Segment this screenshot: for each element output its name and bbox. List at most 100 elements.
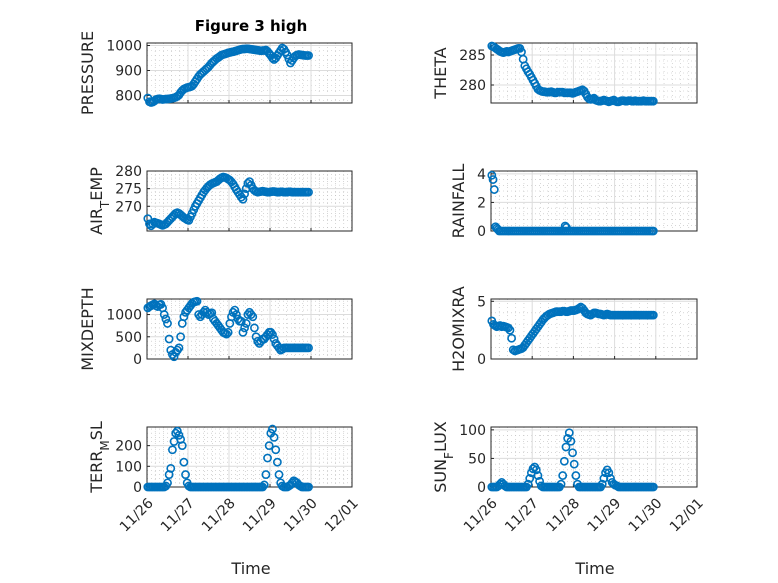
y-axis-label: PRESSURE: [78, 31, 97, 115]
y-tick-label: 280: [115, 164, 142, 180]
y-axis-label: SUNFLUX: [431, 421, 456, 493]
data-point: [304, 343, 313, 353]
data-point: [272, 457, 282, 467]
data-point: [163, 478, 172, 488]
y-tick-label: 275: [115, 182, 142, 198]
subplot-5: 0 5 H2OMIXRA: [449, 286, 698, 372]
subplot-4: 0 500 1000 MIXDEPTH: [78, 287, 353, 371]
data-point: [143, 214, 153, 224]
x-tick-label: 11/29: [240, 495, 280, 535]
y-axis-label: RAINFALL: [449, 164, 468, 239]
data-point: [181, 470, 190, 479]
y-tick-label: 0: [477, 480, 486, 496]
data-point: [556, 479, 566, 489]
data-point: [159, 310, 169, 319]
y-axis-label-rest: LUX: [431, 421, 450, 452]
data-point: [168, 445, 177, 455]
axes-box: [146, 298, 353, 360]
axes-box: [490, 298, 698, 360]
x-tick-label: 11/27: [158, 495, 198, 535]
data-point: [560, 221, 570, 231]
y-tick-label: 5: [477, 294, 486, 310]
subplot-3: 0 2 4 RAINFALL: [449, 164, 698, 240]
y-tick-label: 100: [459, 423, 486, 439]
data-point: [172, 345, 182, 355]
data-point: [648, 310, 658, 320]
y-axis-label-main: SUN: [431, 459, 450, 493]
data-point: [174, 430, 184, 440]
y-axis-label-subscript: M: [98, 440, 112, 450]
x-tick-label: 11/28: [199, 495, 239, 535]
data-point: [263, 453, 272, 463]
data-point: [240, 323, 249, 333]
data-point: [533, 471, 543, 480]
y-tick-label: 1000: [106, 308, 142, 324]
data-point: [274, 470, 284, 479]
x-axis-label-right: Time: [574, 559, 614, 578]
data-point: [176, 332, 186, 342]
data-point: [240, 189, 249, 199]
y-axis-label-main: MIXDEPTH: [78, 287, 97, 370]
y-tick-label: 500: [115, 330, 142, 346]
data-point: [248, 312, 258, 322]
data-point: [569, 459, 579, 469]
data-point: [169, 352, 179, 362]
data-point: [507, 333, 516, 343]
data-point: [261, 470, 271, 479]
y-tick-label: 0: [133, 352, 142, 368]
y-axis-label-main: H2OMIXRA: [449, 286, 468, 372]
data-point: [648, 226, 658, 236]
data-point: [561, 223, 571, 232]
x-axis-label-left: Time: [230, 559, 270, 578]
axes-box: [490, 170, 698, 232]
data-point: [489, 185, 499, 194]
y-axis-label: TERRMSL: [87, 421, 112, 494]
data-point: [163, 319, 172, 328]
y-axis-label-main: AIR: [87, 208, 106, 235]
y-tick-label: 900: [115, 64, 142, 80]
y-axis-label-subscript: F: [442, 452, 456, 459]
data-point: [258, 482, 268, 492]
axes-box: [146, 42, 353, 104]
y-axis-label: MIXDEPTH: [78, 287, 97, 370]
x-tick-label: 11/29: [585, 495, 625, 535]
y-tick-label: 0: [477, 352, 486, 368]
data-point: [231, 310, 241, 319]
data-point: [304, 482, 313, 492]
data-point: [259, 480, 269, 490]
y-tick-label: 280: [459, 78, 486, 94]
y-tick-label: 2: [477, 195, 486, 211]
data-point: [604, 468, 614, 478]
data-point: [269, 432, 279, 442]
data-point: [223, 327, 233, 337]
data-point: [236, 316, 246, 326]
data-point: [174, 343, 184, 353]
data-point: [648, 96, 658, 106]
y-tick-label: 0: [477, 224, 486, 240]
data-point: [246, 310, 256, 319]
y-axis-label: H2OMIXRA: [449, 286, 468, 372]
data-point: [564, 428, 574, 438]
data-point: [238, 327, 248, 337]
data-point: [271, 445, 281, 455]
data-point: [531, 465, 541, 475]
data-point: [241, 319, 251, 328]
y-axis-label: THETA: [431, 47, 450, 99]
y-tick-label: 1000: [106, 39, 142, 55]
x-tick-label: 11/26: [117, 495, 157, 535]
y-tick-label: 270: [115, 199, 142, 215]
data-point: [164, 334, 174, 344]
data-point: [268, 53, 277, 63]
y-tick-label: 4: [477, 167, 486, 183]
data-point: [243, 310, 253, 319]
data-point: [597, 479, 607, 489]
data-point: [523, 479, 533, 489]
data-point: [566, 436, 576, 446]
x-tick-label: 11/30: [281, 495, 321, 535]
subplot-6: 0 100 200 11/26 11/27 11/28 11/29 11/30 12/01 TER…: [87, 421, 362, 535]
y-axis-label-subscript: T: [98, 200, 112, 209]
y-tick-label: 0: [133, 480, 142, 496]
